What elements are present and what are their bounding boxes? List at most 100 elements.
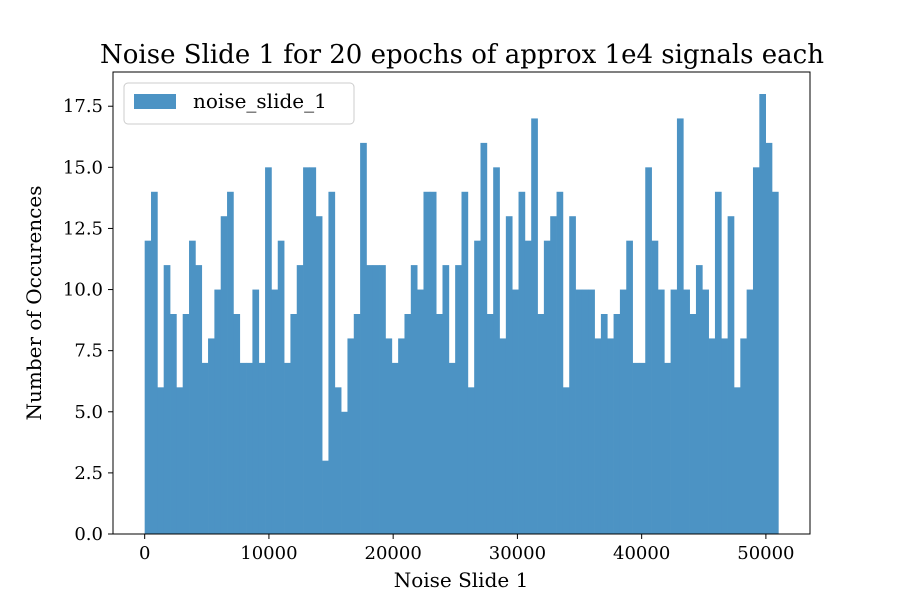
histogram-bar [632, 362, 640, 534]
histogram-bar [176, 387, 184, 534]
histogram-bar [195, 265, 203, 534]
x-ticks: 0 10000 20000 30000 40000 50000 [139, 534, 795, 564]
histogram-bar [385, 338, 393, 534]
histogram-bar [398, 338, 405, 534]
histogram-bar [600, 314, 608, 534]
y-tick-label: 2.5 [74, 463, 103, 484]
histogram-bar [771, 191, 779, 534]
histogram-bar [201, 362, 209, 534]
histogram-bar [151, 191, 158, 534]
histogram-bar [467, 387, 475, 534]
histogram-bar [575, 289, 583, 534]
histogram-bar [429, 191, 437, 534]
histogram-bar [391, 362, 399, 534]
legend-swatch [134, 94, 176, 109]
histogram-bar [708, 338, 716, 534]
histogram-bar [493, 167, 500, 534]
histogram-bar [246, 362, 253, 534]
histogram-bar [309, 167, 317, 534]
histogram-bar [436, 314, 443, 534]
histogram-bar [613, 314, 621, 534]
histogram-bar [486, 314, 494, 534]
y-tick-label: 15.0 [63, 157, 103, 178]
histogram-bar [163, 265, 171, 534]
histogram-bar [702, 289, 709, 534]
histogram-bar [569, 216, 576, 534]
histogram-bar [379, 265, 386, 534]
histogram-bar [651, 240, 659, 535]
histogram-bar [284, 362, 291, 534]
histogram-bar [543, 240, 551, 535]
histogram-bar [265, 167, 272, 534]
histogram-bar [518, 191, 526, 534]
histogram-bar [499, 338, 507, 534]
histogram-bar [733, 387, 741, 534]
histogram-bar [619, 289, 627, 534]
histogram-bar [607, 338, 614, 534]
histogram-bar [670, 289, 678, 534]
histogram-bar [442, 265, 450, 534]
histogram-bar [239, 362, 247, 534]
histogram-bar [626, 240, 633, 535]
y-tick-label: 0.0 [74, 524, 103, 545]
y-tick-label: 10.0 [63, 280, 103, 301]
histogram-bar [144, 240, 152, 535]
y-tick-label: 7.5 [74, 341, 103, 362]
histogram-bar [664, 362, 671, 534]
bars-group [144, 94, 779, 535]
chart-title: Noise Slide 1 for 20 epochs of approx 1e… [100, 40, 824, 70]
legend-box [123, 82, 355, 125]
histogram-bar [657, 289, 665, 534]
histogram-bar [208, 338, 215, 534]
histogram-bar [214, 289, 222, 534]
histogram-bar [227, 191, 234, 534]
y-axis-label: Number of Occurences [22, 186, 46, 421]
histogram-bar [474, 240, 481, 535]
histogram-bar [448, 362, 456, 534]
histogram-bar [220, 216, 228, 534]
histogram-bar [594, 338, 602, 534]
x-tick-label: 20000 [365, 543, 422, 564]
histogram-bar [638, 362, 646, 534]
x-tick-label: 50000 [737, 543, 794, 564]
histogram-bar [182, 314, 190, 534]
histogram-bar [233, 314, 241, 534]
x-tick-label: 30000 [489, 543, 546, 564]
histogram-bar [714, 191, 722, 534]
histogram-bar [588, 289, 595, 534]
histogram-bar [676, 118, 684, 534]
histogram-bar [328, 191, 336, 534]
legend-label: noise_slide_1 [193, 89, 327, 113]
histogram-bar [417, 289, 424, 534]
histogram-bar [740, 338, 747, 534]
x-axis-label: Noise Slide 1 [394, 568, 529, 592]
histogram-bar [347, 338, 355, 534]
x-tick-label: 40000 [613, 543, 670, 564]
histogram-bar [423, 191, 431, 534]
histogram-bar [296, 265, 304, 534]
histogram-bar [189, 240, 196, 535]
histogram-bar [752, 167, 760, 534]
histogram-bar [683, 289, 690, 534]
y-tick-label: 17.5 [63, 96, 103, 117]
histogram-bar [315, 216, 323, 534]
histogram-bar [695, 265, 703, 534]
histogram-bar [645, 167, 652, 534]
histogram-bar [765, 142, 773, 534]
x-tick-label: 10000 [240, 543, 297, 564]
histogram-bar [366, 265, 374, 534]
axes-frame [112, 71, 811, 535]
histogram-bar [290, 314, 298, 534]
histogram-bar [689, 314, 697, 534]
histogram-bar [721, 338, 728, 534]
y-tick-label: 12.5 [63, 218, 103, 239]
histogram-bar [581, 289, 589, 534]
y-ticks: 0.0 2.5 5.0 7.5 10.0 12.5 15.0 17.5 [63, 96, 113, 545]
histogram-bar [271, 289, 279, 534]
histogram-bar [353, 314, 361, 534]
histogram-bar [322, 460, 329, 534]
histogram-bar [531, 118, 538, 534]
histogram-bar [512, 289, 519, 534]
